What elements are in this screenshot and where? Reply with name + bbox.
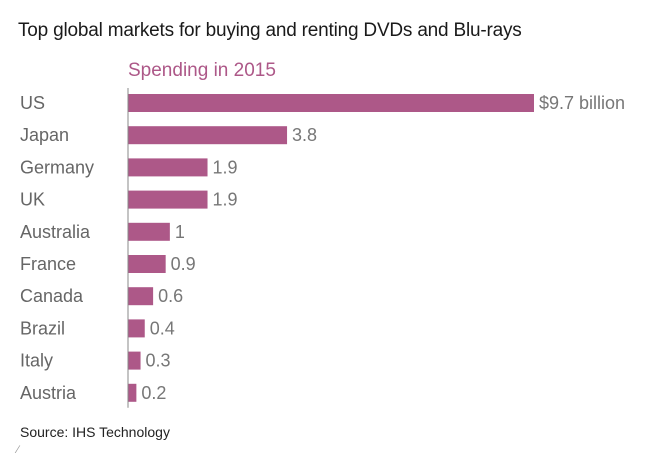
value-label-4: 1 <box>175 222 185 242</box>
category-label-6: Canada <box>20 286 84 306</box>
value-label-3: 1.9 <box>213 190 238 210</box>
bar-4 <box>128 222 170 241</box>
category-label-0: US <box>20 93 45 113</box>
category-label-8: Italy <box>20 351 53 371</box>
category-label-1: Japan <box>20 125 69 145</box>
value-label-1: 3.8 <box>292 125 317 145</box>
category-label-3: UK <box>20 190 45 210</box>
chart-title: Top global markets for buying and rentin… <box>18 20 522 41</box>
bar-2 <box>128 158 208 177</box>
category-label-7: Brazil <box>20 318 65 338</box>
corner-mark-icon: ∕ <box>17 444 19 456</box>
category-label-5: France <box>20 254 76 274</box>
bar-3 <box>128 190 208 209</box>
bar-9 <box>128 383 137 402</box>
bar-8 <box>128 351 141 370</box>
bar-chart: US $9.7 billion Japan 3.8 Germany 1.9 UK 1.9 Aus… <box>20 88 625 408</box>
bar-5 <box>128 255 166 273</box>
bar-7 <box>128 319 145 338</box>
category-label-2: Germany <box>20 157 94 177</box>
value-label-0: $9.7 billion <box>539 93 625 113</box>
value-label-5: 0.9 <box>171 254 196 274</box>
chart-subtitle: Spending in 2015 <box>128 60 276 81</box>
value-label-9: 0.2 <box>141 383 166 403</box>
value-label-2: 1.9 <box>213 157 238 177</box>
bar-0 <box>128 94 534 112</box>
value-label-7: 0.4 <box>150 318 175 338</box>
source-note: Source: IHS Technology <box>20 424 170 440</box>
bar-6 <box>128 287 154 306</box>
category-label-4: Australia <box>20 222 91 242</box>
value-label-6: 0.6 <box>158 286 183 306</box>
bar-1 <box>128 126 288 145</box>
category-label-9: Austria <box>20 383 77 403</box>
value-label-8: 0.3 <box>146 351 171 371</box>
